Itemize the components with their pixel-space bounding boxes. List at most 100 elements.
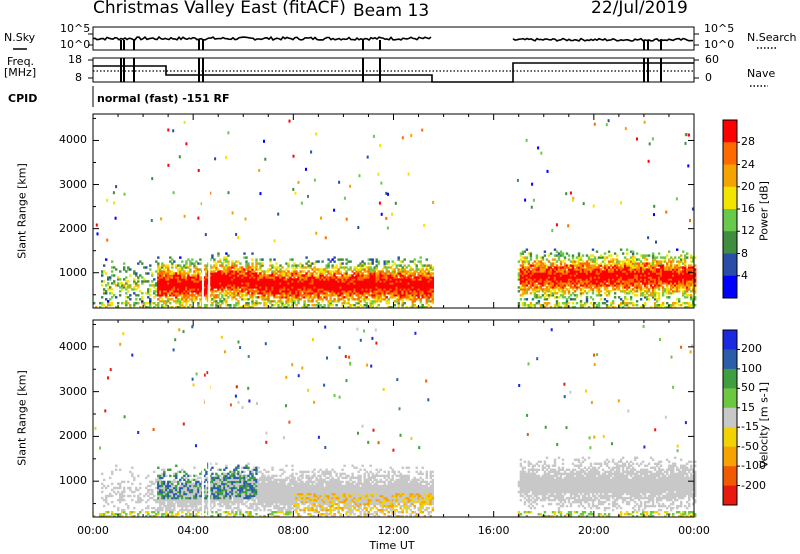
heatmap-cell bbox=[205, 274, 208, 277]
heatmap-cell bbox=[193, 298, 196, 301]
heatmap-cell bbox=[107, 502, 110, 506]
heatmap-cell bbox=[619, 260, 623, 263]
heatmap-cell bbox=[389, 290, 392, 293]
heatmap-cell bbox=[160, 217, 163, 221]
heatmap-cell bbox=[303, 266, 306, 269]
heatmap-cell bbox=[355, 268, 358, 271]
heatmap-cell bbox=[141, 276, 144, 279]
heatmap-cell bbox=[345, 294, 348, 297]
heatmap-cell bbox=[571, 288, 575, 291]
heatmap-cell bbox=[225, 302, 228, 305]
heatmap-cell bbox=[269, 302, 272, 305]
heatmap-cell bbox=[631, 282, 635, 285]
heatmap-cell bbox=[357, 302, 360, 305]
heatmap-cell bbox=[183, 120, 186, 124]
heatmap-cell bbox=[215, 278, 218, 281]
heatmap-cell bbox=[239, 292, 242, 295]
heatmap-cell bbox=[343, 296, 346, 299]
heatmap-cell bbox=[567, 268, 571, 271]
heatmap-cell bbox=[219, 300, 222, 303]
heatmap-cell bbox=[287, 264, 290, 267]
heatmap-cell bbox=[257, 278, 260, 281]
heatmap-cell bbox=[291, 264, 294, 267]
heatmap-cell bbox=[363, 290, 366, 293]
heatmap-cell bbox=[581, 276, 585, 279]
heatmap-cell bbox=[629, 288, 633, 291]
heatmap-cell bbox=[259, 284, 262, 287]
heatmap-cell bbox=[575, 282, 579, 285]
heatmap-cell bbox=[529, 280, 533, 283]
heatmap-cell bbox=[541, 280, 545, 283]
heatmap-cell bbox=[119, 270, 122, 273]
heatmap-cell bbox=[371, 280, 374, 283]
heatmap-cell bbox=[219, 276, 222, 279]
heatmap-cell bbox=[395, 274, 398, 277]
heatmap-cell bbox=[159, 272, 162, 275]
heatmap-cell bbox=[253, 274, 256, 277]
heatmap-cell bbox=[273, 294, 276, 297]
heatmap-cell bbox=[395, 276, 398, 279]
heatmap-cell bbox=[553, 262, 557, 265]
heatmap-cell bbox=[573, 268, 577, 271]
heatmap-cell bbox=[305, 294, 308, 297]
heatmap-cell bbox=[197, 280, 200, 283]
heatmap-cell bbox=[283, 278, 286, 281]
heatmap-cell bbox=[179, 264, 182, 267]
heatmap-cell bbox=[115, 185, 118, 189]
heatmap-cell bbox=[185, 304, 188, 307]
heatmap-cell bbox=[553, 254, 557, 257]
heatmap-cell bbox=[215, 280, 218, 283]
heatmap-cell bbox=[357, 278, 360, 281]
heatmap-cell bbox=[287, 284, 290, 287]
heatmap-cell bbox=[581, 274, 585, 277]
heatmap-cell bbox=[599, 268, 603, 271]
heatmap-cell bbox=[123, 498, 126, 502]
heatmap-cell bbox=[621, 286, 625, 289]
heatmap-cell bbox=[239, 270, 242, 273]
heatmap-cell bbox=[187, 292, 190, 295]
heatmap-cell bbox=[307, 288, 310, 291]
heatmap-cell bbox=[217, 294, 220, 297]
heatmap-cell bbox=[565, 302, 569, 305]
heatmap-cell bbox=[209, 300, 212, 303]
heatmap-cell bbox=[199, 284, 202, 287]
heatmap-cell bbox=[427, 276, 430, 279]
heatmap-cell bbox=[191, 290, 194, 293]
heatmap-cell bbox=[343, 284, 346, 287]
heatmap-cell bbox=[269, 280, 272, 283]
heatmap-cell bbox=[389, 292, 392, 295]
heatmap-cell bbox=[380, 181, 383, 185]
heatmap-cell bbox=[623, 272, 627, 275]
heatmap-cell bbox=[263, 274, 266, 277]
heatmap-cell bbox=[325, 296, 328, 299]
heatmap-cell bbox=[327, 266, 330, 269]
heatmap-cell bbox=[123, 268, 126, 271]
heatmap-cell bbox=[387, 272, 390, 275]
heatmap-cell bbox=[231, 278, 234, 281]
heatmap-cell bbox=[425, 274, 428, 277]
heatmap-cell bbox=[315, 260, 318, 263]
heatmap-cell bbox=[523, 284, 527, 287]
heatmap-cell bbox=[225, 290, 228, 293]
heatmap-cell bbox=[329, 300, 332, 303]
heatmap-cell bbox=[213, 290, 216, 293]
heatmap-cell bbox=[183, 296, 186, 299]
heatmap-cell bbox=[565, 276, 569, 279]
heatmap-cell bbox=[175, 298, 178, 301]
heatmap-cell bbox=[227, 278, 230, 281]
heatmap-cell bbox=[595, 294, 599, 297]
heatmap-cell bbox=[315, 304, 318, 307]
heatmap-cell bbox=[371, 278, 374, 281]
heatmap-cell bbox=[579, 262, 583, 265]
heatmap-cell bbox=[537, 280, 541, 283]
heatmap-cell bbox=[127, 504, 130, 508]
heatmap-cell bbox=[177, 272, 180, 275]
heatmap-cell bbox=[351, 288, 354, 291]
heatmap-cell bbox=[377, 284, 380, 287]
heatmap-cell bbox=[258, 168, 261, 172]
heatmap-cell bbox=[209, 266, 212, 269]
heatmap-cell bbox=[583, 284, 587, 287]
heatmap-cell bbox=[273, 300, 276, 303]
heatmap-cell bbox=[377, 282, 380, 285]
heatmap-cell bbox=[545, 280, 549, 283]
